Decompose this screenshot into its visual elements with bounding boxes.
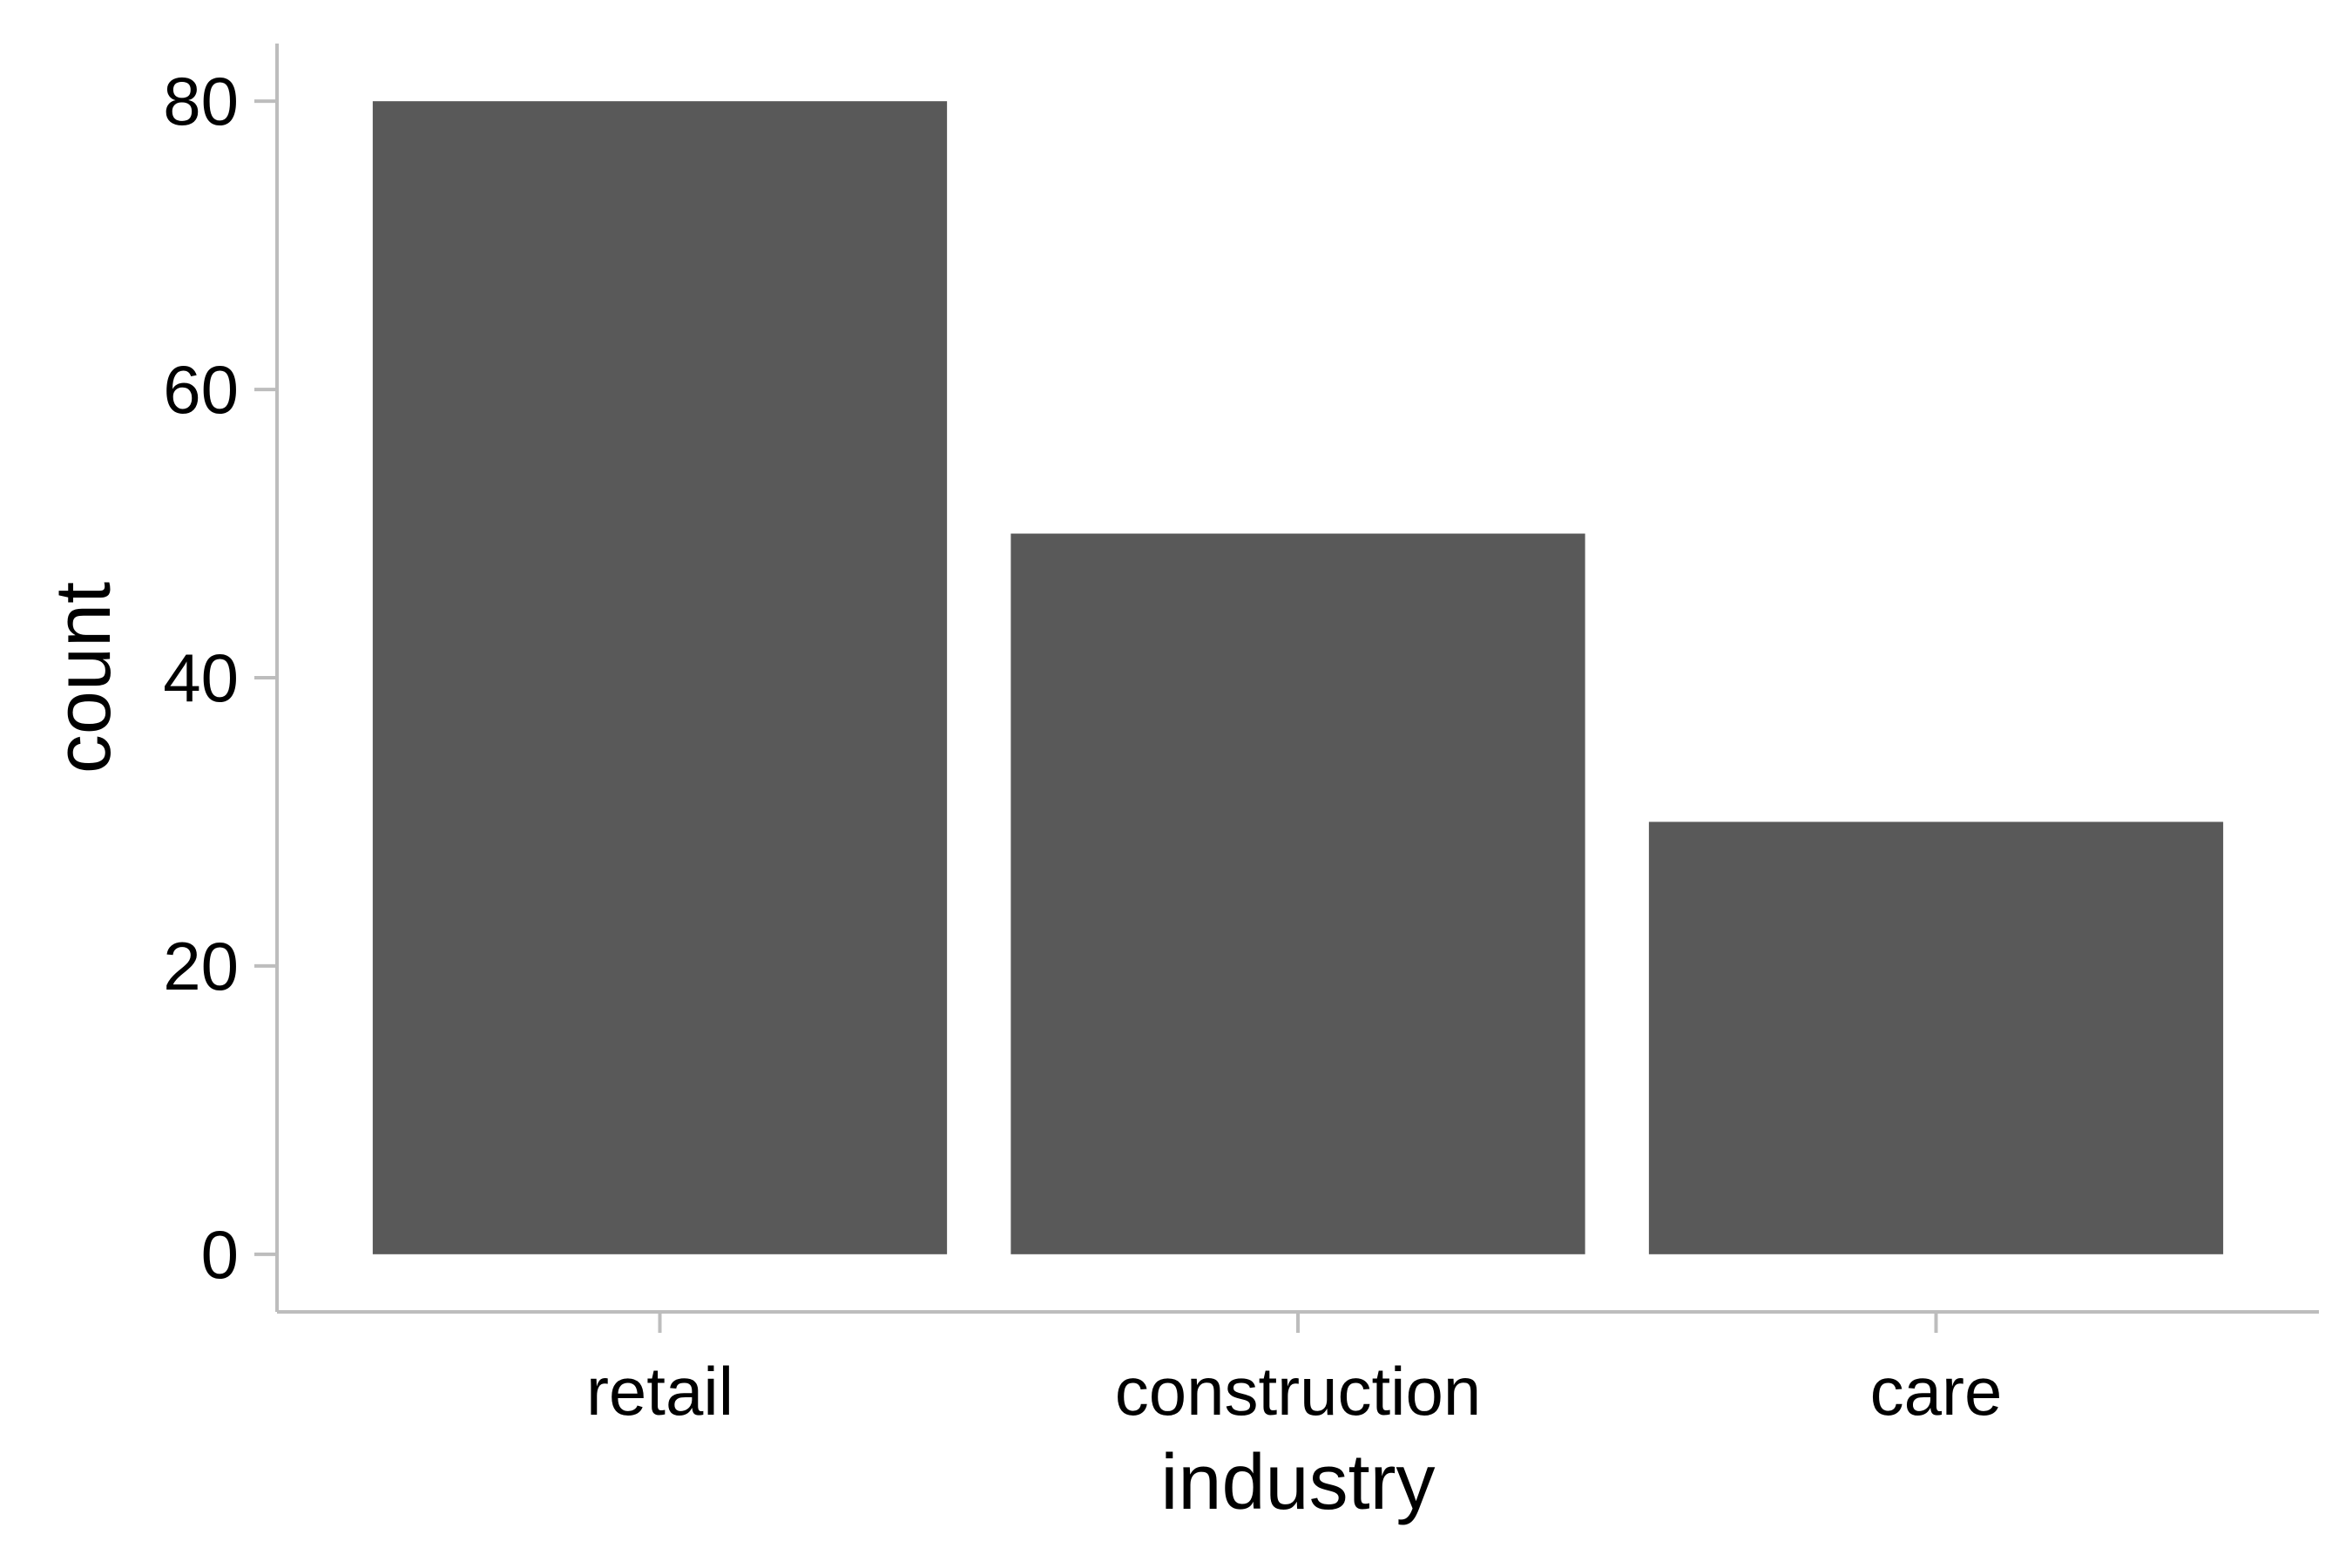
y-axis-title: count bbox=[40, 582, 127, 774]
x-axis-title: industry bbox=[1160, 1439, 1435, 1526]
y-tick-label: 40 bbox=[163, 639, 239, 716]
x-tick-label-retail: retail bbox=[586, 1353, 733, 1429]
bar-retail bbox=[372, 101, 948, 1254]
bar-construction bbox=[1010, 533, 1585, 1254]
y-tick-label: 0 bbox=[201, 1216, 239, 1293]
bars-group bbox=[372, 101, 2224, 1254]
x-tick-label-care: care bbox=[1870, 1353, 2003, 1429]
y-tick-label: 80 bbox=[163, 63, 239, 139]
y-tick-label: 20 bbox=[163, 928, 239, 1004]
y-tick-label: 60 bbox=[163, 351, 239, 428]
x-tick-label-construction: construction bbox=[1115, 1353, 1482, 1429]
x-ticks-group: retail construction care bbox=[586, 1312, 2002, 1429]
y-ticks-group: 0 20 40 60 80 bbox=[163, 63, 277, 1293]
bar-care bbox=[1648, 821, 2224, 1254]
